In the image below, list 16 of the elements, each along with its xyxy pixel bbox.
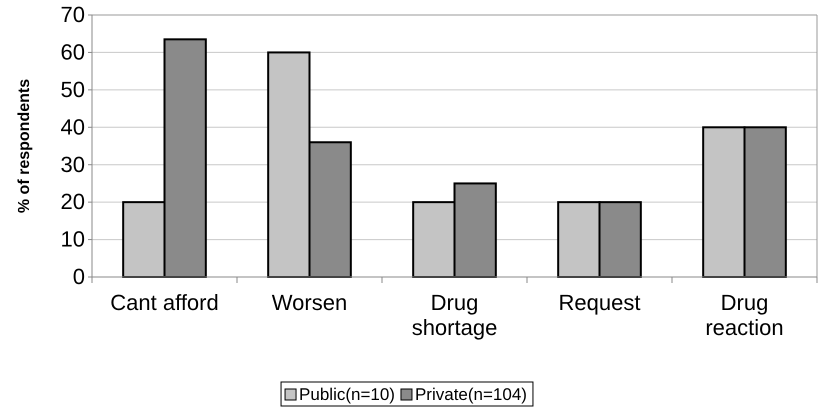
legend-label: Private(n=104) bbox=[414, 385, 527, 404]
y-tick-label: 10 bbox=[60, 226, 85, 252]
y-tick-label: 0 bbox=[72, 264, 85, 290]
y-tick-label: 30 bbox=[60, 152, 85, 177]
y-tick-label: 20 bbox=[60, 189, 85, 214]
x-tick-label: Cant afford bbox=[110, 290, 219, 315]
y-tick-label: 40 bbox=[60, 114, 85, 140]
legend-label: Public(n=10) bbox=[299, 385, 395, 404]
y-tick-label: 60 bbox=[60, 39, 85, 64]
x-tick-label: Drug reaction bbox=[705, 290, 784, 340]
x-tick-label: Drug shortage bbox=[412, 290, 498, 340]
x-tick-label: Worsen bbox=[272, 290, 348, 315]
y-tick-label: 50 bbox=[60, 76, 85, 102]
y-axis-title: % of respondents bbox=[16, 78, 33, 214]
x-tick-label: Request bbox=[558, 290, 640, 315]
y-tick-label: 70 bbox=[60, 2, 85, 28]
